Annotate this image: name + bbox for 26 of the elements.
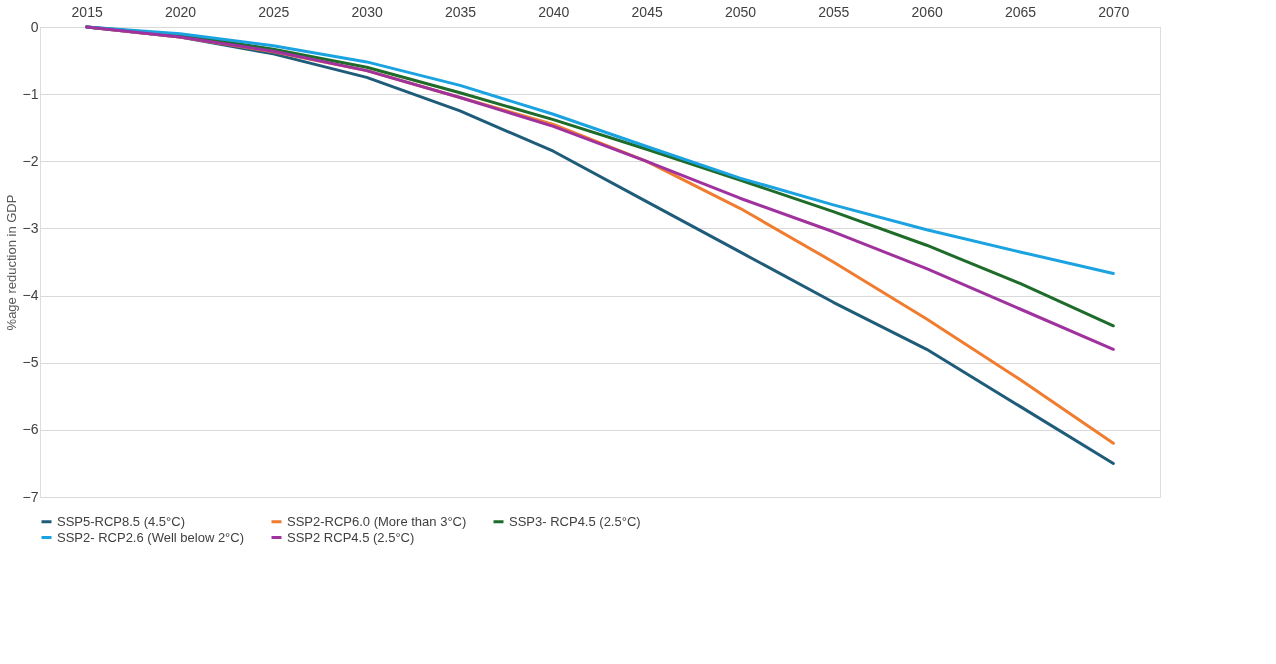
y-axis-title: %age reduction in GDP	[3, 194, 19, 331]
y-tick-label: −3	[22, 219, 39, 236]
x-tick-label: 2070	[1098, 3, 1130, 20]
legend-label: SSP2-RCP6.0 (More than 3°C)	[287, 513, 467, 529]
x-tick-label: 2060	[911, 3, 943, 20]
x-tick-label: 2030	[351, 3, 383, 20]
x-tick-label: 2050	[724, 3, 757, 20]
x-tick-label: 2020	[164, 3, 197, 20]
x-tick-label: 2045	[631, 3, 663, 20]
legend-label: SSP2 RCP4.5 (2.5°C)	[287, 529, 415, 545]
legend-label: SSP5-RCP8.5 (4.5°C)	[57, 513, 186, 529]
x-tick-label: 2040	[538, 3, 570, 20]
x-tick-label: 2025	[258, 3, 290, 20]
y-tick-label: −1	[22, 85, 39, 102]
x-tick-label: 2035	[444, 3, 477, 20]
x-tick-label: 2015	[71, 3, 103, 20]
legend-label: SSP3- RCP4.5 (2.5°C)	[509, 513, 641, 529]
x-tick-label: 2055	[818, 3, 850, 20]
y-tick-label: −6	[22, 421, 39, 438]
y-tick-label: 0	[30, 18, 39, 35]
y-tick-label: −4	[22, 287, 39, 304]
y-tick-label: −5	[22, 354, 39, 371]
y-tick-label: −7	[22, 488, 39, 505]
legend-label: SSP2- RCP2.6 (Well below 2°C)	[57, 529, 245, 545]
y-tick-label: −2	[22, 152, 39, 169]
x-tick-label: 2065	[1004, 3, 1037, 20]
